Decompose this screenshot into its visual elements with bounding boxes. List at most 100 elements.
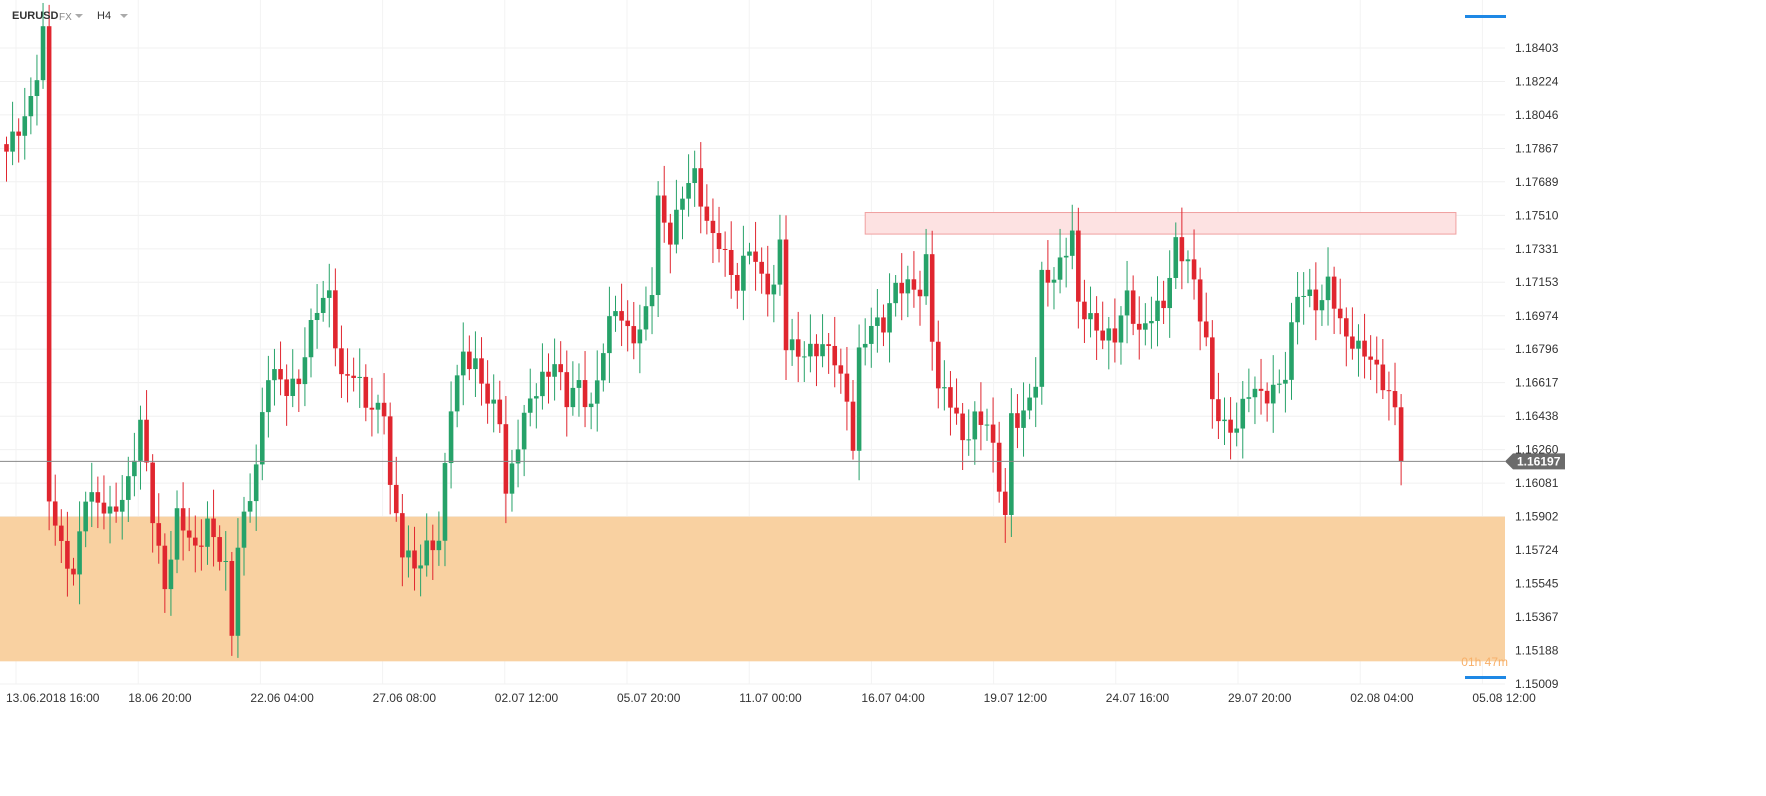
candle-body <box>132 460 137 477</box>
candle-body <box>613 311 618 317</box>
candle-body <box>290 378 296 397</box>
candle-body <box>935 341 941 389</box>
candle-body <box>34 80 40 97</box>
candle-body <box>1222 419 1227 422</box>
candle-body <box>649 295 655 307</box>
market-label[interactable]: FX <box>59 12 72 23</box>
candle-body <box>893 282 898 304</box>
candle-body <box>1252 388 1258 398</box>
candle-body <box>491 399 496 404</box>
candle-body <box>22 116 28 136</box>
price-axis: 1.18403 1.18224 1.18046 1.17867 1.17689 1.175… <box>1515 41 1559 691</box>
candle-body <box>808 343 813 357</box>
candle-body <box>668 222 673 245</box>
candle-body <box>192 537 198 546</box>
candle-body <box>515 449 521 464</box>
candle-body <box>436 540 442 551</box>
candle-body <box>1136 323 1142 330</box>
candle-body <box>83 501 88 532</box>
candle-body <box>1392 391 1398 408</box>
candle-body <box>1295 296 1300 323</box>
candle-body <box>996 442 1002 492</box>
candle-body <box>272 369 277 381</box>
candle-body <box>1130 290 1136 324</box>
candle-body <box>1325 276 1331 301</box>
candle-body <box>253 464 259 502</box>
candle-body <box>527 398 533 413</box>
candle-body <box>966 439 972 441</box>
candle-body <box>631 326 637 344</box>
candle-body <box>582 380 588 408</box>
candle-body <box>741 255 746 291</box>
candle-body <box>406 550 411 558</box>
candle-body <box>619 311 624 321</box>
candle-body <box>1051 279 1057 283</box>
chevron-down-icon[interactable] <box>120 14 128 18</box>
candle-body <box>1057 257 1063 280</box>
y-tick-label: 1.15902 <box>1515 510 1559 524</box>
candle-body <box>1240 398 1246 429</box>
candle-body <box>722 248 728 251</box>
candle-body <box>832 345 838 366</box>
candle-body <box>369 407 375 410</box>
candle-body <box>1301 295 1306 297</box>
candle-body <box>753 251 758 262</box>
resistance-zone <box>864 212 1457 235</box>
candle-body <box>759 261 764 274</box>
chart-scroll-marker[interactable] <box>1465 15 1506 18</box>
candle-body <box>454 375 460 412</box>
time-axis: 13.06.2018 16:00 18.06 20:00 22.06 04:00 27… <box>6 676 1536 705</box>
candle-body <box>302 357 308 385</box>
candle-body <box>546 371 551 377</box>
candle-body <box>339 348 344 375</box>
candle-body <box>862 343 868 348</box>
x-tick-label: 05.08 12:00 <box>1472 691 1536 705</box>
candle-body <box>1118 315 1124 343</box>
candle-body <box>40 26 46 81</box>
chevron-down-icon[interactable] <box>75 14 83 18</box>
candle-body <box>1277 383 1282 385</box>
candle-body <box>1313 289 1319 311</box>
candle-body <box>467 351 472 370</box>
x-tick-label: 05.07 20:00 <box>617 691 681 705</box>
candle-body <box>1155 300 1160 321</box>
candle-body <box>875 317 880 326</box>
candle-body <box>363 376 369 408</box>
candle-body <box>978 411 984 425</box>
candle-body <box>850 401 856 451</box>
candle-body <box>1307 289 1313 296</box>
candle-body <box>990 424 996 443</box>
candle-body <box>387 416 393 485</box>
candle-body <box>1143 323 1148 330</box>
timeframe-label[interactable]: H4 <box>97 10 112 22</box>
candle-body <box>570 387 576 408</box>
candle-body <box>278 369 283 380</box>
candle-body <box>552 364 557 377</box>
x-tick-label: 18.06 20:00 <box>128 691 192 705</box>
candle-body <box>180 508 186 531</box>
candle-body <box>1112 328 1118 343</box>
candle-body <box>1350 336 1355 349</box>
y-tick-label: 1.15367 <box>1515 610 1559 624</box>
candle-body <box>801 356 807 358</box>
candle-body <box>381 402 387 417</box>
candle-body <box>156 523 162 546</box>
candle-body <box>674 209 679 245</box>
candle-body <box>1203 321 1209 338</box>
y-tick-label: 1.17867 <box>1515 141 1559 155</box>
candle-body <box>899 282 905 294</box>
candle-body <box>4 144 9 152</box>
candle-body <box>52 501 58 526</box>
candle-body <box>954 407 959 414</box>
candle-body <box>259 412 265 465</box>
y-tick-label: 1.15188 <box>1515 643 1559 657</box>
candle-body <box>1356 340 1361 349</box>
candle-body <box>607 316 612 354</box>
candle-body <box>686 183 691 199</box>
x-tick-label: 02.08 04:00 <box>1350 691 1414 705</box>
symbol-label[interactable]: EURUSD <box>12 10 59 22</box>
candle-body <box>783 239 789 351</box>
candle-body <box>473 358 478 370</box>
